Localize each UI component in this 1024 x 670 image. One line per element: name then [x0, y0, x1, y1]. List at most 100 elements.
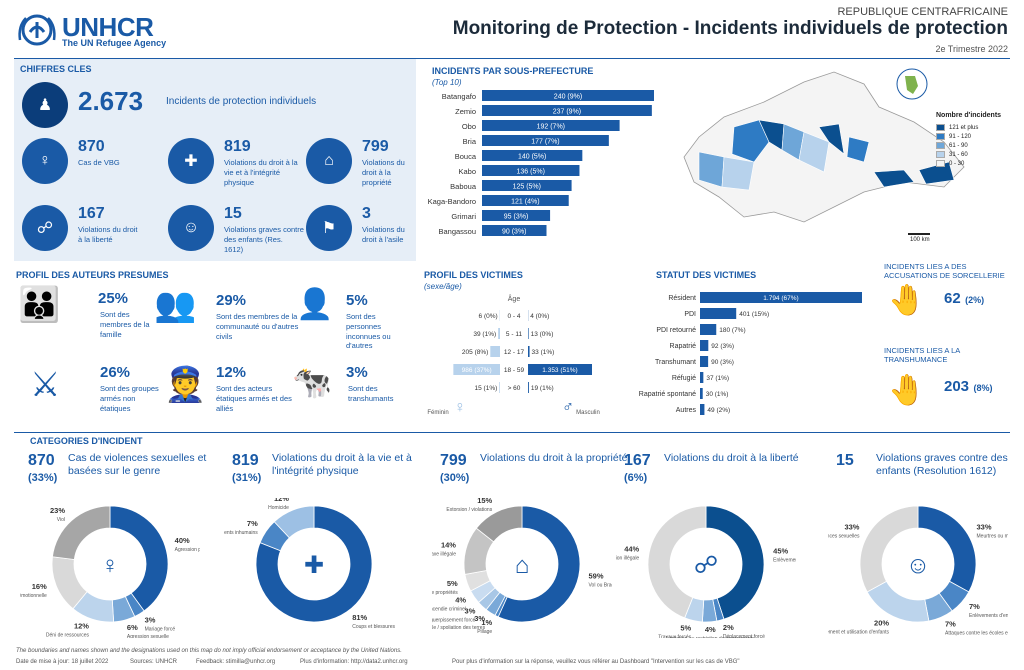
donut-slice-pct: 59% — [588, 571, 603, 580]
subpref-value: 237 (9%) — [553, 109, 581, 116]
category-pct: (33%) — [28, 472, 58, 484]
subpref-value: 121 (4%) — [511, 199, 539, 206]
category-donut-chart: 40% Agression physique 3% Mariage forcé 6% Ag… — [20, 505, 200, 638]
armed-group-icon: ⚔ — [30, 366, 61, 404]
donut-slice — [497, 505, 581, 623]
subpref-chart-subtitle: (Top 10) — [432, 78, 462, 87]
donut-slice-label: Violence psychologique et émotionnelle — [20, 593, 47, 599]
donut-slice-pct: 3% — [145, 616, 156, 625]
male-bar — [528, 382, 529, 393]
status-label: Rapatrié spontané — [639, 391, 696, 398]
status-bar — [700, 340, 709, 351]
donut-slice-label: Travaux forcés — [658, 634, 691, 638]
age-group-label: > 60 — [508, 385, 521, 392]
transhumance-hands-icon: 🤚 — [888, 374, 926, 407]
donut-slice-label: Pillage — [477, 629, 492, 635]
status-label: PDI retourné — [656, 327, 696, 334]
subpref-bar — [482, 105, 652, 116]
author-pct-5: 12% — [216, 364, 247, 381]
subpref-label: Zemio — [455, 107, 476, 116]
status-bar — [700, 292, 862, 303]
category-value: 870 — [28, 452, 55, 469]
donut-slice-label: Coups et blessures — [352, 624, 395, 630]
sorcery-hands-icon: 🤚 — [888, 284, 926, 317]
category-pct: (31%) — [232, 472, 262, 484]
footer-info-link[interactable]: Plus d'information: http://data2.unhcr.o… — [300, 659, 408, 665]
author-label-2: Sont des membres de la communauté ou d'a… — [216, 312, 299, 341]
kf-value-3: 799 — [362, 138, 389, 155]
female-bar — [490, 346, 500, 357]
map-legend-item: 61 - 90 — [936, 142, 978, 149]
female-value: 205 (8%) — [462, 349, 488, 356]
subpref-label: Kaga-Bandoro — [428, 197, 476, 206]
country-label: REPUBLIQUE CENTRAFRICAINE — [837, 6, 1008, 18]
donut-slice-label: Déni de ressources — [46, 633, 90, 638]
unhcr-logo-icon — [16, 10, 58, 50]
female-bar — [453, 364, 500, 375]
category-title: Violations du droit à la vie et à l'inté… — [272, 452, 412, 478]
donut-slice-pct: 40% — [175, 536, 190, 545]
map-legend-item: 31 - 60 — [936, 151, 978, 158]
status-value: 49 (2%) — [707, 407, 730, 414]
donut-slice-label: Incendie criminel — [432, 607, 466, 613]
subpref-label: Batangafo — [442, 92, 476, 101]
status-label: Réfugié — [672, 375, 696, 382]
footer-disclaimer: The boundaries and names shown and the d… — [16, 648, 402, 654]
logo-text: UNHCR — [62, 12, 154, 42]
subpref-bar — [482, 135, 609, 146]
status-value: 180 (7%) — [719, 327, 745, 334]
male-icon: ♂ — [562, 399, 574, 416]
map-legend-swatch — [936, 151, 945, 158]
donut-slice-pct: 33% — [844, 522, 859, 531]
subpref-label: Kabo — [458, 167, 476, 176]
status-value: 1.794 (67%) — [763, 295, 798, 302]
map-legend-title: Nombre d'incidents — [936, 112, 1002, 119]
child-icon: ☺ — [168, 205, 214, 251]
author-pct-6: 3% — [346, 364, 368, 381]
age-group-label: 18 - 59 — [504, 367, 525, 374]
subpref-bar — [482, 165, 580, 176]
donut-slice-label: Recrutement et utilisation d'enfants — [828, 630, 890, 636]
male-bar — [528, 364, 592, 375]
period-label: 2e Trimestre 2022 — [935, 44, 1008, 54]
author-label-6: Sont des transhumants — [348, 384, 394, 403]
legend-male: Masculin — [576, 410, 600, 416]
map-scale-label: 100 km — [910, 237, 930, 243]
subpref-bar — [482, 180, 572, 191]
map-legend-item: 0 - 30 — [936, 160, 978, 167]
donut-slice — [475, 505, 523, 543]
map-legend-swatch — [936, 160, 945, 167]
map-legend-label: 0 - 30 — [949, 160, 965, 167]
category-title: Violations du droit à la propriété — [480, 452, 628, 464]
donut-slice-label: Occupation illégale / spoliation des ter… — [432, 625, 486, 631]
map-legend-swatch — [936, 124, 945, 131]
author-label-5: Sont des acteurs étatiques armés et des … — [216, 384, 292, 413]
total-label: Incidents de protection individuels — [166, 96, 317, 107]
kf-value-5: 15 — [224, 205, 242, 222]
subpref-bar — [482, 195, 569, 206]
donut-slice-label: Agression sexuelle — [127, 634, 169, 638]
map-legend-label: 91 - 120 — [949, 133, 972, 140]
category-donut-chart: 33% Meurtres ou mutilations d'enfants 7% En… — [828, 505, 1008, 636]
map-legend-swatch — [936, 133, 945, 140]
donut-slice-pct: 2% — [723, 623, 734, 632]
male-value: 1.353 (51%) — [542, 367, 577, 374]
donut-slice-pct: 81% — [352, 613, 367, 622]
donut-slice-pct: 44% — [624, 544, 639, 553]
donut-slice-pct: 7% — [969, 602, 980, 611]
subpref-value: 136 (5%) — [517, 169, 545, 176]
map-legend-label: 121 et plus — [949, 124, 979, 131]
subpref-value: 125 (5%) — [513, 184, 541, 191]
kf-label-6: Violations du droit à l'asile — [362, 225, 405, 244]
donut-slice-pct: 33% — [977, 522, 992, 531]
map-legend-item: 91 - 120 — [936, 133, 978, 140]
key-figures-panel — [14, 59, 416, 261]
female-value: 986 (37%) — [462, 367, 492, 374]
donut-slice-pct: 4% — [455, 596, 466, 605]
status-value: 92 (3%) — [711, 343, 734, 350]
subpref-bar — [482, 120, 620, 131]
donut-slice-pct: 45% — [773, 546, 788, 555]
donut-center — [78, 532, 142, 596]
female-value: 39 (1%) — [473, 331, 496, 338]
donut-slice-label: Arrestation arbitraire ou détention illé… — [616, 555, 639, 561]
